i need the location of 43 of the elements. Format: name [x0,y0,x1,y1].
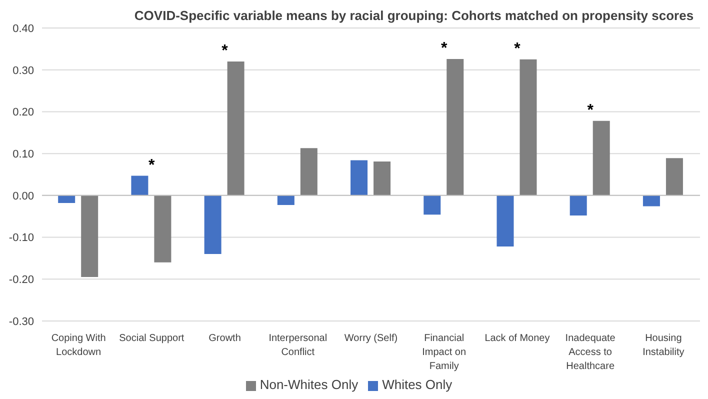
x-tick-label: Lack of Money [484,333,550,344]
x-tick-label: Financial Impact on Family [422,333,466,372]
bar [570,195,587,216]
bar [131,176,148,196]
bar [592,120,610,196]
bar [666,158,683,196]
x-tick-label: Coping With Lockdown [51,333,106,358]
bar [496,195,514,246]
annotation: * [222,42,229,60]
bar [424,195,441,215]
annotation: * [148,156,156,174]
y-tick-label: 0.10 [12,148,34,160]
bar [300,148,318,196]
y-tick-label: -0.20 [8,274,34,286]
annotation: * [587,102,594,119]
legend-label: Whites Only [382,377,452,392]
annotation: * [514,40,522,58]
bar [642,195,660,206]
x-tick-label: Inadequate Access to Healthcare [565,333,616,372]
legend-label: Non-Whites Only [260,377,358,392]
annotation: * [440,40,448,57]
x-tick-label: Interpersonal Conflict [268,333,328,358]
x-tick-label: Growth [208,333,241,344]
y-tick-label: 0.30 [12,64,34,77]
bar [350,160,368,196]
x-tick-label: Social Support [119,333,184,344]
bar [81,195,98,278]
y-tick-label: 0.40 [12,22,34,35]
y-tick-label: 0.20 [12,106,34,119]
x-tick-label: Worry (Self) [344,333,398,344]
y-tick-label: 0.00 [12,190,34,202]
y-tick-label: -0.10 [8,232,34,244]
bar [374,162,391,196]
bar [204,195,222,254]
bar [520,59,537,196]
chart-title: COVID-Specific variable means by racial grouping: Cohorts matched on propensity scores [133,8,695,24]
bar [277,195,294,206]
bar [227,61,244,196]
bar [446,58,464,196]
bar [154,195,172,262]
y-tick-label: -0.30 [8,316,34,328]
bar [58,195,76,203]
x-tick-label: Housing Instability [642,333,684,358]
